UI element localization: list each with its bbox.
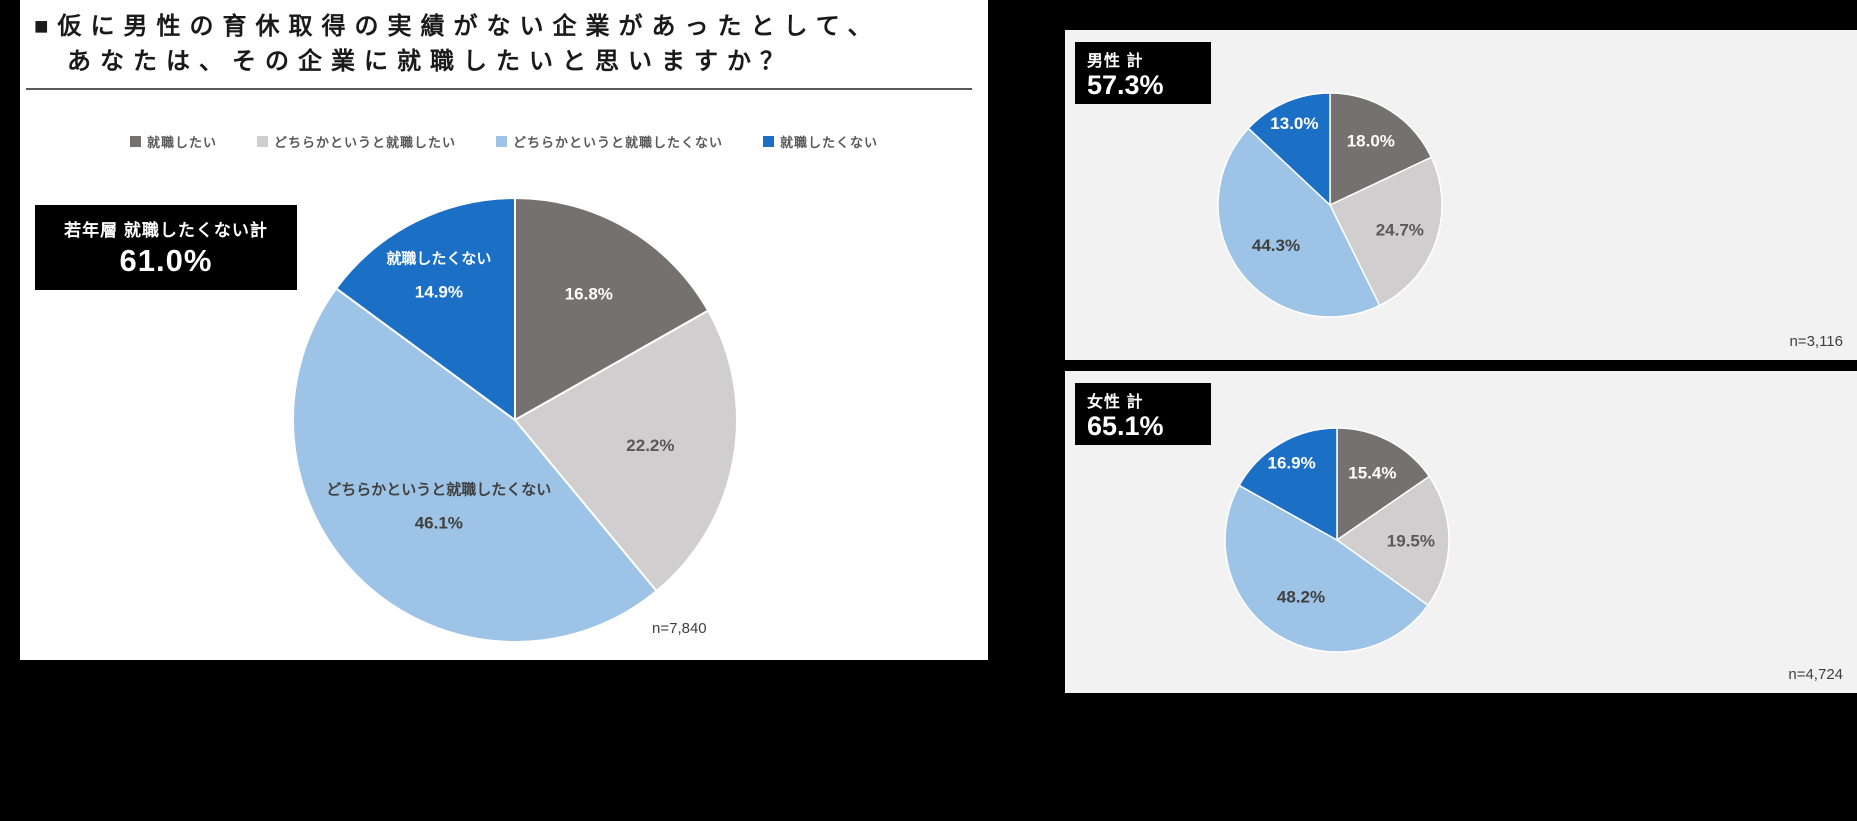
pie-slice-就職したくない [335, 197, 516, 421]
legend-swatch-icon [256, 136, 268, 147]
male-result-panel: 男性 計 57.3% 18.0% 24.7% 44.3% 13.0% n=3,116 [1065, 30, 1857, 360]
pie-slice-value-label: 16.8% [565, 284, 613, 303]
pie-slice-value-label: 48.2% [1277, 588, 1325, 607]
pie-slice-value-label: 18.0% [1347, 132, 1395, 151]
pie-slice-value-label: 15.4% [1348, 464, 1396, 483]
pie-slice-value-label: 19.5% [1387, 532, 1435, 551]
legend-item: どちらかというと就職したくない [496, 132, 723, 151]
pie-chart-male: 18.0% 24.7% 44.3% 13.0% [1217, 92, 1443, 318]
pie-chart-female: 15.4% 19.5% 48.2% 16.9% [1224, 427, 1450, 653]
pie-slice-どちらかというと就職したい [1329, 156, 1443, 307]
pie-slice-name-label: 就職したくない [386, 249, 491, 267]
pie-slice-どちらかというと就職したくない [1217, 127, 1381, 318]
legend-item-label: どちらかというと就職したい [273, 135, 456, 150]
legend-item: どちらかというと就職したい [256, 132, 456, 151]
legend-item-label: どちらかというと就職したくない [513, 135, 724, 150]
chart-legend: 就職したい どちらかというと就職したい どちらかというと就職したくない 就職したくない [20, 132, 988, 151]
callout-label: 女性 計 [1087, 394, 1144, 411]
sample-size-overall: n=7,840 [652, 620, 707, 637]
callout-label: 男性 計 [1087, 53, 1144, 70]
pie-slice-就職したくない [1238, 427, 1338, 541]
title-line-1: ■仮に男性の育休取得の実績がない企業があったとして、 [34, 13, 881, 40]
pie-slice-value-label: 13.0% [1270, 114, 1318, 133]
callout-label: 若年層 就職したくない計 [64, 221, 268, 240]
pie-slice-就職したい [1336, 427, 1430, 541]
pie-slice-value-label: 16.9% [1267, 454, 1315, 473]
callout-value: 57.3% [1087, 70, 1164, 100]
female-result-panel: 女性 計 65.1% 15.4% 19.5% 48.2% 16.9% n=4,724 [1065, 371, 1857, 693]
sample-size-male: n=3,116 [1789, 333, 1843, 350]
pie-slice-value-label: 44.3% [1252, 236, 1300, 255]
survey-question-title: ■仮に男性の育休取得の実績がない企業があったとして、 あなたは、その企業に就職し… [34, 10, 881, 80]
pie-slice-就職したい [514, 197, 710, 421]
pie-slice-value-label: 14.9% [415, 282, 463, 301]
legend-item: 就職したくない [763, 132, 878, 151]
legend-item-label: 就職したい [146, 135, 217, 150]
pie-slice-就職したい [1329, 92, 1433, 206]
callout-value: 65.1% [1087, 411, 1164, 441]
legend-item: 就職したい [129, 132, 217, 151]
pie-slice-value-label: 22.2% [626, 436, 674, 455]
female-negative-total-callout: 女性 計 65.1% [1075, 383, 1211, 445]
pie-slice-どちらかというと就職したくない [292, 287, 658, 643]
pie-slice-value-label: 46.1% [415, 514, 463, 533]
pie-slice-どちらかというと就職したくない [1224, 484, 1429, 653]
main-survey-panel: ■仮に男性の育休取得の実績がない企業があったとして、 あなたは、その企業に就職し… [20, 0, 988, 660]
pie-slice-value-label: 24.7% [1376, 220, 1424, 239]
pie-slice-どちらかというと就職したい [514, 309, 738, 593]
title-divider [26, 88, 972, 90]
overall-negative-total-callout: 若年層 就職したくない計 61.0% [35, 205, 297, 290]
legend-item-label: 就職したくない [780, 135, 879, 150]
sample-size-female: n=4,724 [1788, 666, 1843, 683]
legend-swatch-icon [129, 136, 141, 147]
callout-value: 61.0% [119, 243, 213, 278]
pie-slice-どちらかというと就職したい [1336, 475, 1450, 607]
legend-swatch-icon [763, 136, 775, 147]
pie-chart-overall: 16.8% 22.2% どちらかというと就職したくない 46.1% 就職したくない 14.… [292, 197, 738, 643]
male-negative-total-callout: 男性 計 57.3% [1075, 42, 1211, 104]
pie-slice-name-label: どちらかというと就職したくない [326, 481, 551, 499]
legend-swatch-icon [496, 136, 507, 147]
pie-slice-就職したくない [1247, 92, 1331, 206]
title-line-2: あなたは、その企業に就職したいと思いますか？ [67, 47, 793, 75]
